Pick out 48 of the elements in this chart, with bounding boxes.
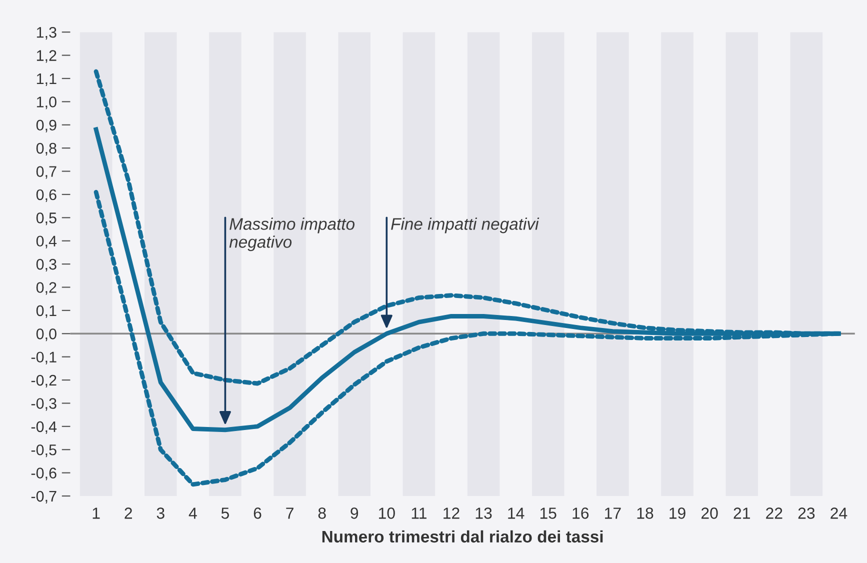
x-tick-label: 13 xyxy=(476,508,492,519)
x-tick-label: 14 xyxy=(508,508,524,519)
y-tick-label: -0,2 xyxy=(31,374,56,388)
x-tick-label: 6 xyxy=(254,508,262,519)
x-tick-label: 4 xyxy=(188,508,197,519)
y-tick-label: -0,1 xyxy=(31,352,56,364)
y-tick-label: 1,1 xyxy=(36,74,56,86)
annotation: Massimo impatto negativo xyxy=(229,218,355,252)
x-tick-label: 9 xyxy=(350,508,358,519)
x-tick-label: 24 xyxy=(830,508,848,519)
x-tick-label: 17 xyxy=(605,508,621,519)
x-tick-label: 15 xyxy=(540,508,556,519)
y-tick-label: -0,7 xyxy=(31,490,56,504)
y-tick-label: 0,0 xyxy=(36,328,56,342)
y-tick-label: 0,5 xyxy=(36,212,56,226)
y-tick-label: 1,3 xyxy=(36,26,56,40)
x-tick-label: 23 xyxy=(798,508,815,519)
x-tick-label: 1 xyxy=(92,508,100,519)
x-tick-label: 11 xyxy=(412,508,426,519)
y-tick-label: 1,2 xyxy=(36,50,56,63)
y-tick-label: 0,2 xyxy=(36,282,56,295)
y-tick-label: -0,5 xyxy=(31,444,56,458)
x-tick-label: 18 xyxy=(637,508,654,519)
y-tick-label: -0,6 xyxy=(31,468,56,480)
y-tick-label: 0,7 xyxy=(36,166,56,179)
x-tick-label: 16 xyxy=(572,508,589,519)
y-tick-label: 0,8 xyxy=(36,142,56,156)
y-tick-label: 0,9 xyxy=(36,120,56,132)
y-tick-label: 0,1 xyxy=(36,305,56,318)
x-tick-label: 5 xyxy=(221,508,229,519)
x-tick-label: 8 xyxy=(318,508,326,519)
x-tick-label: 21 xyxy=(734,508,750,519)
y-tick-label: 0,6 xyxy=(36,189,56,202)
y-tick-label: 0,4 xyxy=(36,236,57,248)
x-tick-label: 10 xyxy=(379,508,395,519)
x-tick-label: 2 xyxy=(124,508,132,519)
x-tick-label: 22 xyxy=(766,508,782,519)
annotation: Fine impatti negativi xyxy=(391,218,540,234)
x-axis-title: Numero trimestri dal rialzo dei tassi xyxy=(322,530,603,543)
x-tick-label: 7 xyxy=(286,508,294,519)
y-tick-label: 1,0 xyxy=(36,96,56,110)
x-tick-label: 12 xyxy=(444,508,460,519)
x-tick-label: 3 xyxy=(156,508,164,519)
y-tick-label: -0,3 xyxy=(31,398,56,411)
x-tick-label: 19 xyxy=(670,508,686,519)
y-tick-label: -0,4 xyxy=(31,421,57,434)
y-tick-label: 0,3 xyxy=(36,258,56,272)
x-tick-label: 20 xyxy=(701,508,718,519)
